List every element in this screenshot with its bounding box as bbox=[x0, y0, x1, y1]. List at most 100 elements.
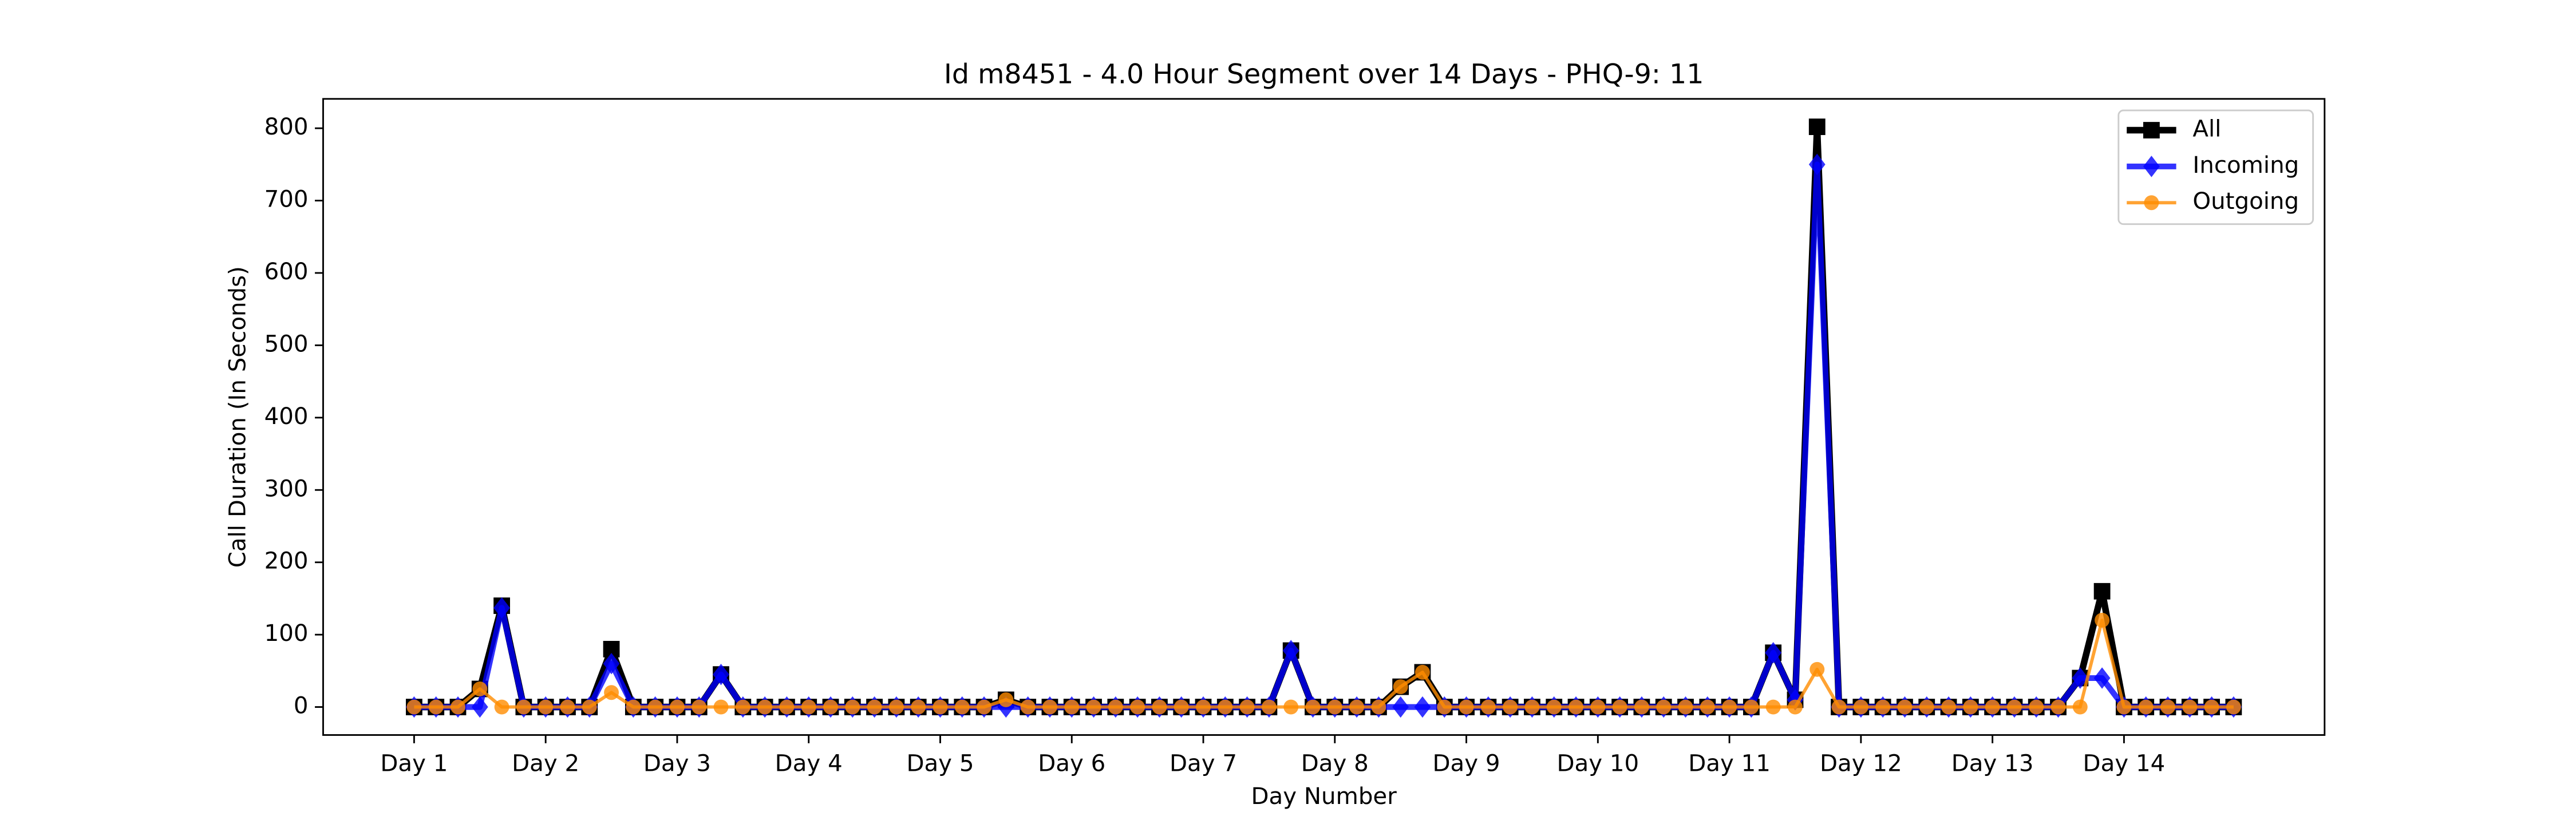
marker bbox=[494, 699, 509, 715]
marker bbox=[1853, 699, 1868, 715]
marker bbox=[1130, 699, 1145, 715]
marker bbox=[2095, 612, 2110, 628]
marker bbox=[1480, 699, 1496, 715]
legend-label: Outgoing bbox=[2192, 188, 2299, 215]
marker bbox=[998, 692, 1014, 707]
marker bbox=[2029, 699, 2044, 715]
y-tick-label: 100 bbox=[264, 620, 309, 647]
y-tick-label: 400 bbox=[264, 403, 309, 430]
marker bbox=[1218, 699, 1233, 715]
marker bbox=[1875, 699, 1891, 715]
marker bbox=[867, 699, 882, 715]
chart-title: Id m8451 - 4.0 Hour Segment over 14 Days… bbox=[944, 58, 1704, 90]
plot-frame bbox=[322, 98, 2326, 736]
marker bbox=[451, 699, 465, 715]
marker bbox=[692, 699, 707, 715]
marker bbox=[933, 699, 948, 715]
marker bbox=[1064, 699, 1080, 715]
x-tick-label: Day 8 bbox=[1301, 750, 1369, 777]
x-tick-label: Day 2 bbox=[512, 750, 579, 777]
marker bbox=[626, 699, 641, 715]
marker bbox=[471, 696, 488, 718]
marker bbox=[1261, 699, 1277, 715]
marker bbox=[1941, 699, 1957, 715]
marker bbox=[1503, 699, 1518, 715]
marker bbox=[954, 699, 970, 715]
marker bbox=[2226, 699, 2241, 715]
marker bbox=[1086, 699, 1101, 715]
marker bbox=[2093, 583, 2111, 600]
marker bbox=[2143, 156, 2160, 177]
marker bbox=[669, 699, 685, 715]
marker bbox=[1722, 699, 1737, 715]
x-tick-label: Day 13 bbox=[1951, 750, 2034, 777]
marker bbox=[428, 699, 444, 715]
marker bbox=[1196, 699, 1211, 715]
marker bbox=[582, 699, 597, 715]
y-tick-label: 500 bbox=[264, 330, 309, 357]
y-axis-label: Call Duration (In Seconds) bbox=[224, 266, 251, 568]
marker bbox=[1788, 699, 1803, 715]
marker bbox=[560, 699, 575, 715]
y-tick-label: 300 bbox=[264, 475, 309, 502]
marker bbox=[977, 699, 992, 715]
marker bbox=[1239, 699, 1255, 715]
marker bbox=[2116, 699, 2132, 715]
x-tick-label: Day 10 bbox=[1556, 750, 1639, 777]
marker bbox=[1546, 699, 1562, 715]
marker bbox=[1305, 699, 1321, 715]
marker bbox=[2006, 699, 2022, 715]
marker bbox=[1459, 699, 1474, 715]
marker bbox=[1765, 642, 1782, 664]
marker bbox=[1919, 699, 1934, 715]
marker bbox=[735, 699, 750, 715]
series-line bbox=[414, 161, 2234, 710]
x-tick-label: Day 6 bbox=[1038, 750, 1105, 777]
x-tick-label: Day 12 bbox=[1820, 750, 1902, 777]
marker bbox=[1392, 696, 1409, 718]
marker bbox=[538, 699, 554, 715]
y-tick-label: 700 bbox=[264, 186, 309, 213]
marker bbox=[1327, 699, 1342, 715]
marker bbox=[823, 699, 838, 715]
legend-box bbox=[2117, 109, 2314, 225]
legend-label: All bbox=[2192, 116, 2221, 142]
marker bbox=[1897, 699, 1913, 715]
marker bbox=[1612, 699, 1627, 715]
y-tick-label: 800 bbox=[264, 113, 309, 140]
x-tick-label: Day 1 bbox=[380, 750, 448, 777]
marker bbox=[1809, 661, 1825, 677]
marker bbox=[1042, 699, 1057, 715]
marker bbox=[1656, 699, 1672, 715]
marker bbox=[2144, 195, 2159, 211]
marker bbox=[604, 685, 619, 700]
marker bbox=[1371, 699, 1386, 715]
marker bbox=[1678, 699, 1693, 715]
series bbox=[406, 118, 2242, 715]
marker bbox=[1437, 699, 1452, 715]
marker bbox=[801, 699, 816, 715]
marker bbox=[1020, 699, 1036, 715]
marker bbox=[1985, 699, 2000, 715]
marker bbox=[1765, 699, 1781, 715]
marker bbox=[493, 597, 510, 619]
marker bbox=[2160, 699, 2175, 715]
legend-label: Incoming bbox=[2192, 152, 2299, 179]
marker bbox=[1283, 699, 1299, 715]
marker bbox=[1808, 118, 1826, 136]
marker bbox=[603, 652, 620, 675]
marker bbox=[1744, 699, 1759, 715]
marker bbox=[1108, 699, 1123, 715]
marker bbox=[1349, 699, 1365, 715]
marker bbox=[472, 681, 488, 696]
marker bbox=[779, 699, 795, 715]
marker bbox=[845, 699, 860, 715]
marker bbox=[1415, 664, 1430, 680]
series bbox=[406, 612, 2241, 715]
marker bbox=[1963, 699, 1978, 715]
x-tick-label: Day 5 bbox=[906, 750, 974, 777]
x-tick-label: Day 9 bbox=[1433, 750, 1500, 777]
marker bbox=[1152, 699, 1167, 715]
y-tick-label: 600 bbox=[264, 258, 309, 285]
